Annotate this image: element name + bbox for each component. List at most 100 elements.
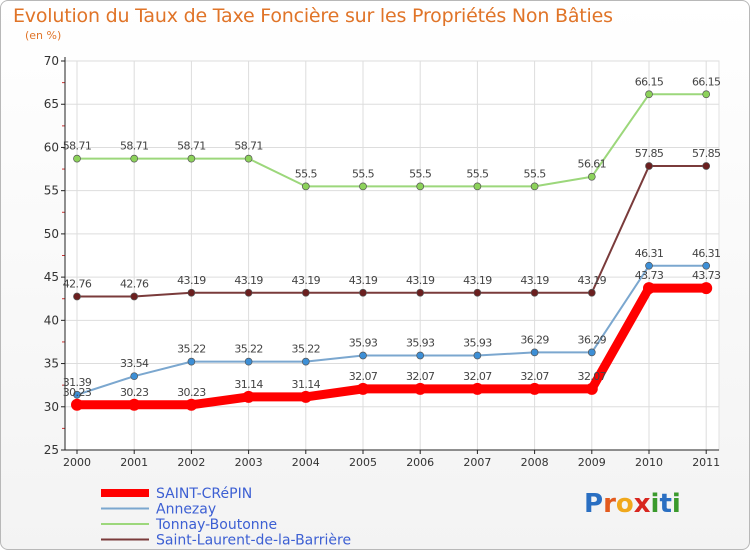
data-label: 43.19 xyxy=(520,274,549,287)
x-tick-label: 2000 xyxy=(63,456,91,469)
data-label: 43.19 xyxy=(578,274,607,287)
data-point xyxy=(130,154,139,163)
data-label: 46.31 xyxy=(635,247,664,260)
data-label: 43.19 xyxy=(406,274,435,287)
data-point xyxy=(416,288,425,297)
data-label: 35.93 xyxy=(349,337,378,350)
data-label: 58.71 xyxy=(120,140,149,153)
logo-letter: i xyxy=(671,489,681,519)
data-label: 57.85 xyxy=(635,147,664,160)
data-point xyxy=(359,351,367,360)
data-label: 55.5 xyxy=(466,167,489,180)
logo-letter: x xyxy=(633,489,651,519)
data-point xyxy=(530,182,539,191)
data-point xyxy=(530,288,539,297)
data-point xyxy=(473,182,482,191)
data-point xyxy=(73,154,81,163)
data-point xyxy=(187,154,196,163)
data-point xyxy=(301,182,310,191)
data-point xyxy=(702,90,711,99)
data-label: 30.23 xyxy=(177,386,206,399)
x-tick-label: 2011 xyxy=(692,456,720,469)
data-label: 32.07 xyxy=(406,370,435,383)
data-point xyxy=(71,398,83,411)
data-label: 58.71 xyxy=(177,140,206,153)
data-point xyxy=(416,351,425,360)
series-line-2 xyxy=(76,93,708,188)
data-label: 58.71 xyxy=(63,140,92,153)
data-label: 31.14 xyxy=(292,378,321,391)
data-point xyxy=(471,382,484,395)
data-label: 35.22 xyxy=(234,343,263,356)
data-point xyxy=(587,288,596,297)
data-label: 58.71 xyxy=(234,140,263,153)
series-line-0 xyxy=(72,283,711,410)
data-point xyxy=(301,288,310,297)
x-tick-label: 2003 xyxy=(235,456,263,469)
data-point xyxy=(73,390,81,399)
data-point xyxy=(416,182,425,191)
chart-title: Evolution du Taux de Taxe Foncière sur l… xyxy=(13,5,613,27)
data-label: 43.73 xyxy=(635,269,664,282)
unit-note: (en %) xyxy=(25,29,62,42)
data-label: 43.19 xyxy=(234,274,263,287)
x-tick-label: 2002 xyxy=(177,456,205,469)
data-point xyxy=(643,282,655,295)
y-tick-label: 35 xyxy=(44,357,59,371)
x-tick-label: 2007 xyxy=(463,456,491,469)
data-label: 55.5 xyxy=(409,167,432,180)
legend-label-0: SAINT-CRéPIN xyxy=(156,486,252,502)
logo-letter: P xyxy=(584,489,604,519)
data-label: 36.29 xyxy=(578,333,607,346)
data-label: 42.76 xyxy=(63,277,92,290)
data-label: 56.61 xyxy=(578,158,607,171)
data-point xyxy=(473,288,482,297)
data-point xyxy=(414,382,427,395)
data-label: 43.19 xyxy=(177,274,206,287)
legend-label-2: Tonnay-Boutonne xyxy=(155,517,277,533)
logo-letter: t xyxy=(659,489,672,519)
data-label: 43.19 xyxy=(349,274,378,287)
data-point xyxy=(301,357,310,366)
y-tick-label: 25 xyxy=(44,443,59,457)
data-point xyxy=(244,357,253,366)
y-tick-label: 55 xyxy=(44,184,59,198)
x-tick-label: 2001 xyxy=(120,456,148,469)
data-point xyxy=(645,162,653,170)
data-point xyxy=(702,162,711,170)
data-label: 55.5 xyxy=(352,167,375,180)
data-label: 46.31 xyxy=(692,247,721,260)
data-point xyxy=(244,154,253,163)
data-point xyxy=(585,382,598,395)
data-point xyxy=(187,357,196,366)
y-tick-label: 30 xyxy=(44,400,59,414)
series-line-3 xyxy=(76,165,708,298)
logo-letter: r xyxy=(603,489,616,519)
data-point xyxy=(299,390,312,403)
y-tick-label: 65 xyxy=(44,97,59,111)
y-tick-label: 70 xyxy=(44,54,59,68)
data-point xyxy=(242,390,255,403)
data-label: 66.15 xyxy=(635,75,664,88)
data-point xyxy=(587,348,596,357)
data-point xyxy=(357,382,369,395)
x-tick-label: 2004 xyxy=(292,456,320,469)
data-label: 31.39 xyxy=(63,376,92,389)
data-label: 32.07 xyxy=(463,370,492,383)
data-point xyxy=(702,261,711,270)
data-label: 55.5 xyxy=(295,167,318,180)
logo-letter: i xyxy=(650,489,660,519)
x-tick-label: 2010 xyxy=(635,456,663,469)
data-label: 42.76 xyxy=(120,277,149,290)
data-point xyxy=(473,351,482,360)
data-point xyxy=(359,288,367,297)
x-tick-label: 2005 xyxy=(349,456,377,469)
data-label: 36.29 xyxy=(520,333,549,346)
data-label: 66.15 xyxy=(692,75,721,88)
legend-label-3: Saint-Laurent-de-la-Barrière xyxy=(156,533,351,549)
series-line-1 xyxy=(76,264,708,396)
data-point xyxy=(645,90,653,99)
data-point xyxy=(130,292,139,301)
